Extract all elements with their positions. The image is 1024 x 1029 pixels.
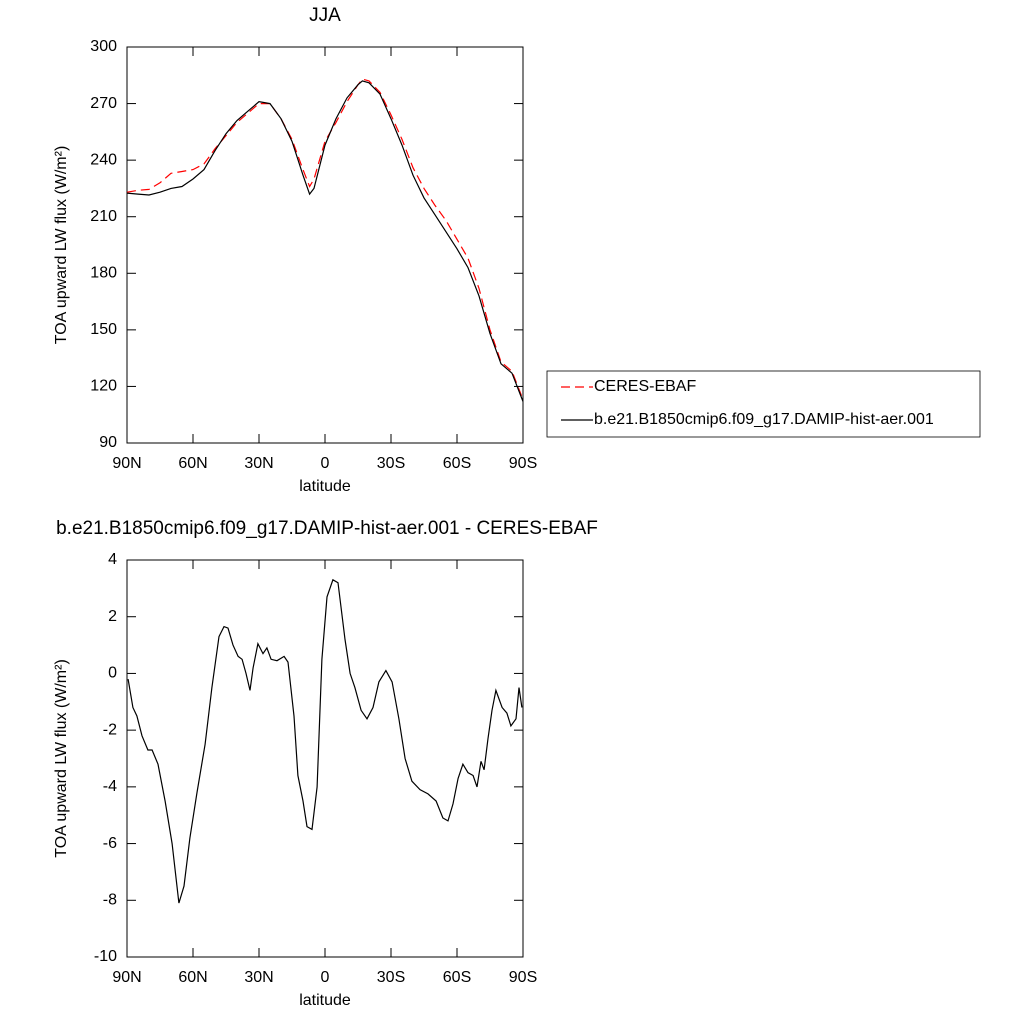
x-tick-label: 30N bbox=[244, 455, 273, 472]
data-line bbox=[127, 578, 523, 904]
x-tick-label: 0 bbox=[321, 455, 330, 472]
data-line bbox=[126, 78, 524, 400]
x-axis-label: latitude bbox=[299, 992, 351, 1009]
x-tick-label: 30N bbox=[244, 969, 273, 986]
x-tick-label: 60N bbox=[178, 455, 207, 472]
y-tick-label: -10 bbox=[94, 948, 117, 965]
y-tick-label: 270 bbox=[90, 95, 117, 112]
x-tick-label: 60N bbox=[178, 969, 207, 986]
y-tick-label: 0 bbox=[108, 665, 117, 682]
x-tick-label: 0 bbox=[321, 969, 330, 986]
y-tick-label: 4 bbox=[108, 551, 117, 568]
y-tick-label: 300 bbox=[90, 38, 117, 55]
x-tick-label: 90N bbox=[112, 969, 141, 986]
y-tick-label: 90 bbox=[99, 434, 117, 451]
y-tick-label: 150 bbox=[90, 321, 117, 338]
y-tick-label: -6 bbox=[103, 835, 117, 852]
x-tick-label: 60S bbox=[443, 455, 471, 472]
y-tick-label: -4 bbox=[103, 778, 117, 795]
x-tick-label: 30S bbox=[377, 969, 405, 986]
plot-frame bbox=[126, 46, 524, 444]
x-tick-label: 60S bbox=[443, 969, 471, 986]
y-tick-label: 210 bbox=[90, 208, 117, 225]
y-tick-label: -8 bbox=[103, 892, 117, 909]
y-axis-label: TOA upward LW flux (W/m²) bbox=[53, 659, 70, 858]
x-tick-label: 90N bbox=[112, 455, 141, 472]
x-tick-label: 90S bbox=[509, 455, 537, 472]
y-tick-label: 180 bbox=[90, 265, 117, 282]
y-tick-label: 2 bbox=[108, 608, 117, 625]
y-axis-label: TOA upward LW flux (W/m²) bbox=[53, 146, 70, 345]
data-line bbox=[126, 80, 524, 402]
x-axis-label: latitude bbox=[299, 478, 351, 495]
legend-label: CERES-EBAF bbox=[594, 378, 696, 395]
chart-title: JJA bbox=[309, 5, 341, 26]
y-tick-label: -2 bbox=[103, 721, 117, 738]
legend-box bbox=[546, 370, 981, 438]
chart-title: b.e21.B1850cmip6.f09_g17.DAMIP-hist-aer.… bbox=[56, 518, 598, 539]
legend-label: b.e21.B1850cmip6.f09_g17.DAMIP-hist-aer.… bbox=[594, 411, 934, 428]
y-tick-label: 120 bbox=[90, 378, 117, 395]
x-tick-label: 90S bbox=[509, 969, 537, 986]
y-tick-label: 240 bbox=[90, 151, 117, 168]
x-tick-label: 30S bbox=[377, 455, 405, 472]
